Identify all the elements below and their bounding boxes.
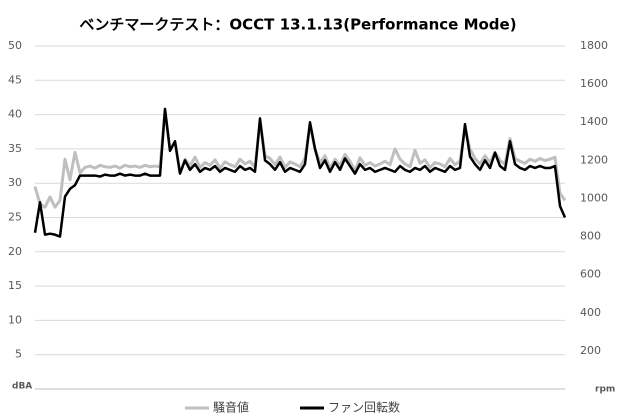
- y-tick-label: 25: [8, 211, 22, 224]
- y-axis-label: dBA: [12, 382, 32, 392]
- y2-tick-label: 1400: [580, 115, 608, 128]
- chart-title: ベンチマークテスト：OCCT 13.1.13(Performance Mode): [79, 16, 516, 34]
- y-tick-label: 10: [8, 313, 22, 326]
- y-tick-label: 30: [8, 176, 22, 189]
- y2-tick-label: 400: [580, 306, 601, 319]
- y2-tick-label: 1800: [580, 39, 608, 52]
- y-tick-label: 20: [8, 245, 22, 258]
- y2-tick-label: 200: [580, 344, 601, 357]
- y2-tick-label: 800: [580, 230, 601, 243]
- y-tick-label: 50: [8, 39, 22, 52]
- y2-tick-label: 1000: [580, 191, 608, 204]
- series-line: [33, 107, 567, 238]
- y-tick-label: 45: [8, 73, 22, 86]
- y-tick-label: 40: [8, 108, 22, 121]
- y2-axis-label: rpm: [595, 385, 615, 395]
- y2-tick-label: 1600: [580, 77, 608, 90]
- legend-label: 騒音値: [213, 400, 249, 415]
- y-tick-label: 15: [8, 279, 22, 292]
- series-line: [33, 109, 567, 209]
- y-tick-label: 35: [8, 142, 22, 155]
- legend-label: ファン回転数: [328, 400, 400, 415]
- y2-tick-label: 600: [580, 268, 601, 281]
- y-tick-label: 5: [15, 348, 22, 361]
- y2-tick-label: 1200: [580, 153, 608, 166]
